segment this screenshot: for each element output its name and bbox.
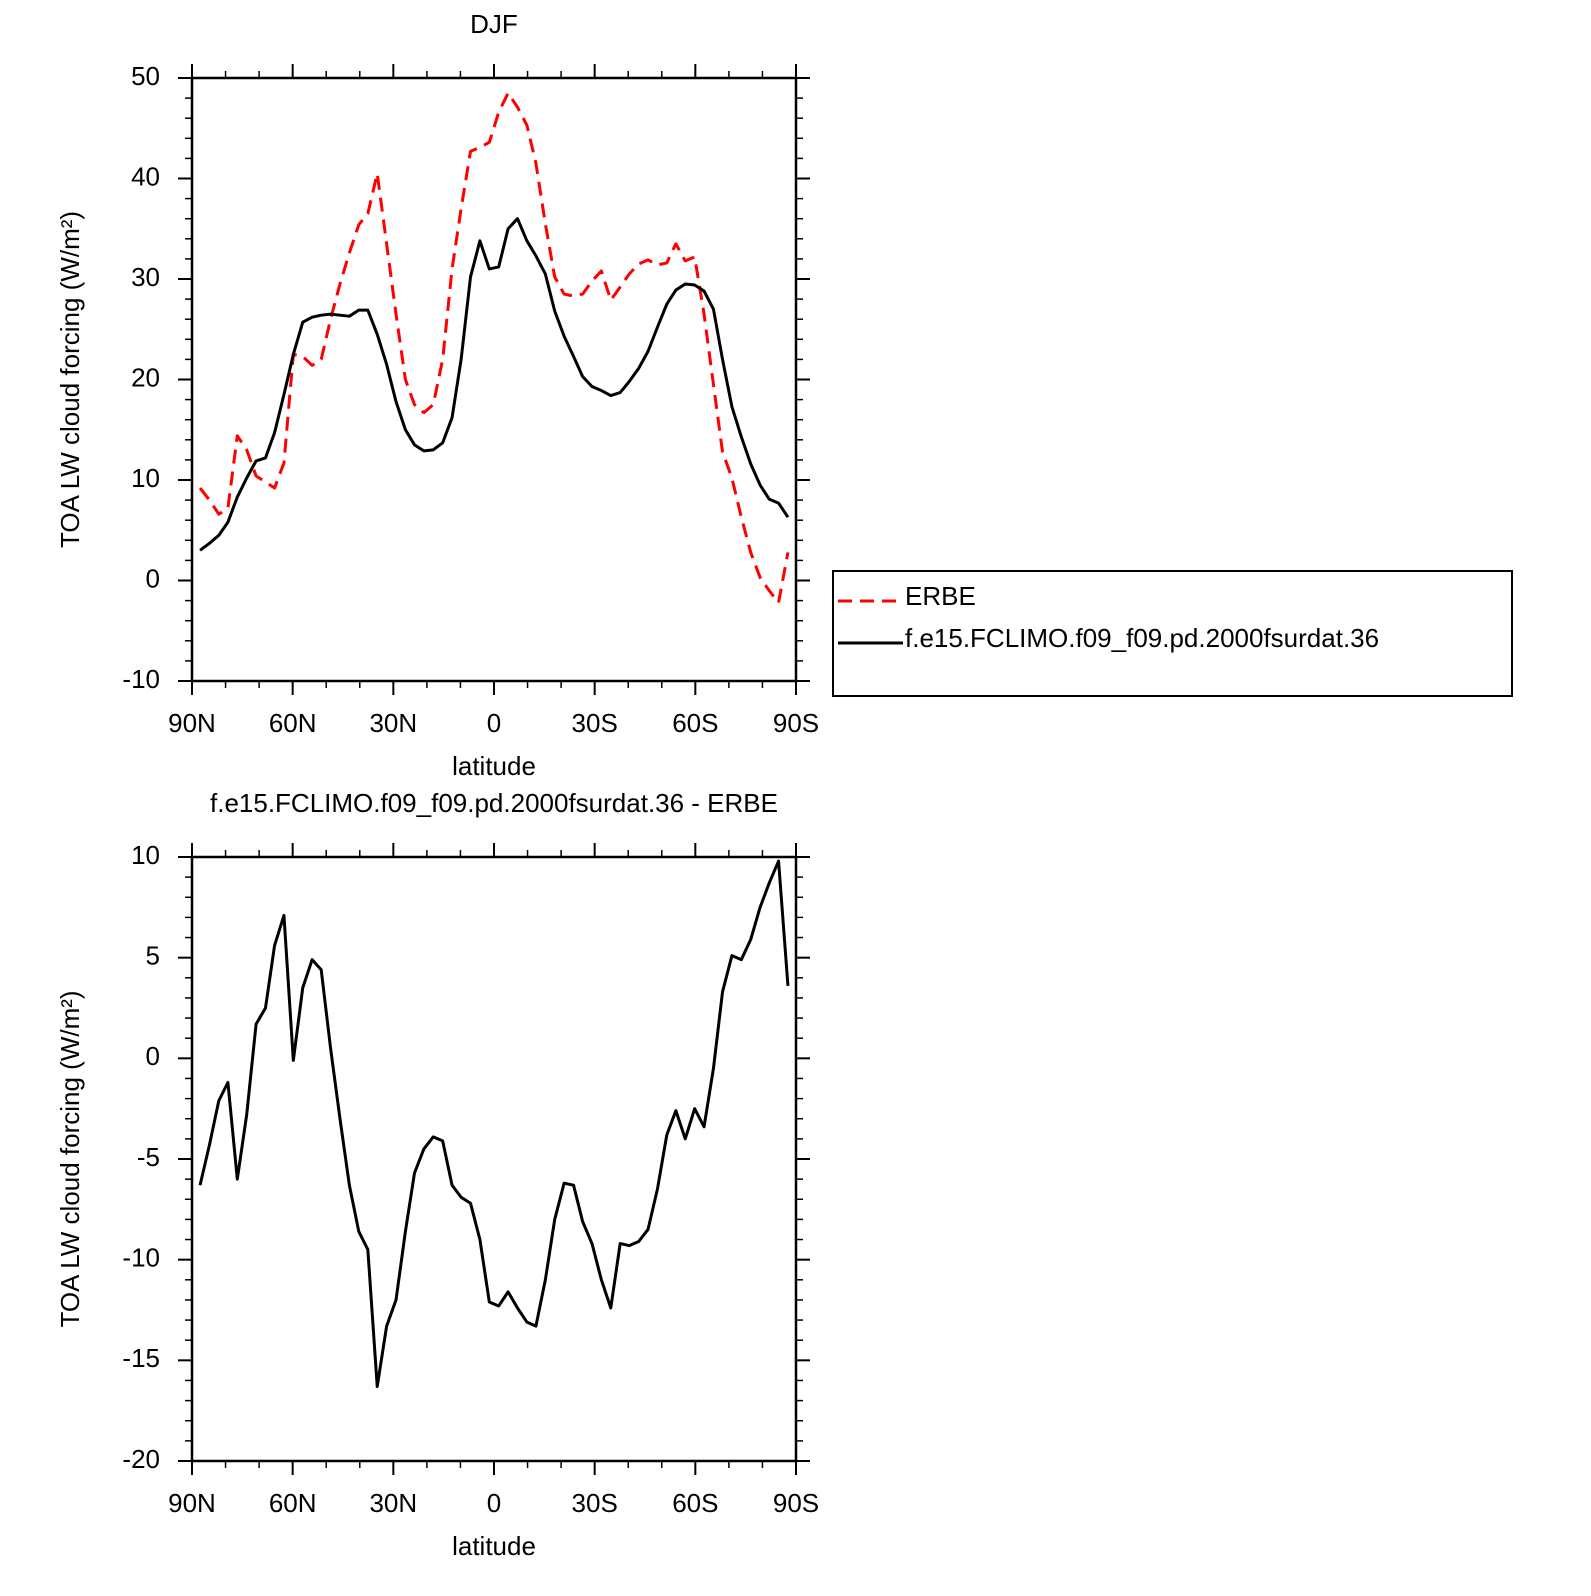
legend-label: f.e15.FCLIMO.f09_f09.pd.2000fsurdat.36 [905, 623, 1379, 653]
x-tick-label: 60N [269, 708, 317, 738]
x-tick-label: 90N [168, 708, 216, 738]
legend-label: ERBE [905, 581, 976, 611]
data-line [198, 91, 790, 605]
y-tick-label: 20 [131, 362, 160, 392]
y-tick-label: 30 [131, 262, 160, 292]
chart-title: f.e15.FCLIMO.f09_f09.pd.2000fsurdat.36 -… [210, 788, 778, 818]
y-tick-label: 10 [131, 463, 160, 493]
x-tick-label: 0 [487, 1488, 501, 1518]
data-line [198, 859, 790, 1389]
y-tick-label: -10 [122, 1243, 160, 1273]
y-axis-label: TOA LW cloud forcing (W/m²) [55, 211, 85, 548]
x-tick-label: 30N [369, 708, 417, 738]
x-tick-label: 60S [672, 1488, 718, 1518]
x-tick-label: 60S [672, 708, 718, 738]
x-tick-label: 90N [168, 1488, 216, 1518]
y-tick-label: 40 [131, 161, 160, 191]
plot-frame [190, 855, 798, 1463]
data-line [199, 217, 790, 552]
y-tick-label: -5 [137, 1142, 160, 1172]
y-tick-label: 0 [146, 1041, 160, 1071]
legend-box [832, 570, 1513, 697]
x-axis-label: latitude [452, 751, 536, 781]
x-tick-label: 0 [487, 708, 501, 738]
y-tick-label: 10 [131, 840, 160, 870]
y-tick-label: 0 [146, 563, 160, 593]
x-tick-label: 90S [773, 1488, 819, 1518]
x-tick-label: 90S [773, 708, 819, 738]
y-axis-label: TOA LW cloud forcing (W/m²) [55, 990, 85, 1327]
y-tick-label: 5 [146, 941, 160, 971]
y-tick-label: -10 [122, 664, 160, 694]
plot-frame [190, 76, 798, 683]
x-axis-label: latitude [452, 1531, 536, 1561]
y-tick-label: 50 [131, 61, 160, 91]
x-tick-label: 30S [572, 1488, 618, 1518]
x-tick-label: 60N [269, 1488, 317, 1518]
x-tick-label: 30N [369, 1488, 417, 1518]
y-tick-label: -15 [122, 1343, 160, 1373]
y-tick-label: -20 [122, 1444, 160, 1474]
x-tick-label: 30S [572, 708, 618, 738]
chart-title: DJF [470, 9, 518, 39]
